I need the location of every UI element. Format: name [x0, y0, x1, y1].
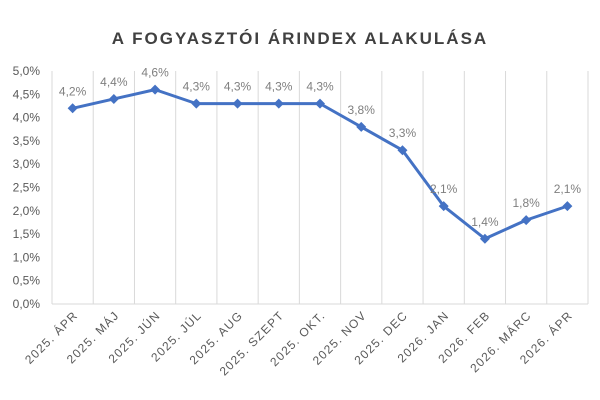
data-point-marker: [315, 98, 325, 109]
data-point-marker: [273, 98, 284, 109]
y-tick-label: 2,0%: [13, 204, 41, 218]
data-point-marker: [438, 201, 449, 212]
data-point-marker: [397, 145, 408, 156]
y-axis-ticks: 0,0% 0,5% 1,0% 1,5% 2,0% 2,5% 3,0% 3,5% 4,0% 4,5%…: [13, 64, 41, 311]
y-tick-label: 4,0%: [13, 111, 41, 125]
data-label: 4,2%: [59, 84, 87, 98]
data-label: 2,1%: [554, 182, 582, 196]
data-point-marker: [232, 98, 243, 109]
gridlines: [51, 71, 589, 304]
data-label: 3,8%: [348, 103, 376, 117]
data-label: 4,3%: [224, 80, 252, 94]
data-label: 1,4%: [471, 215, 499, 229]
data-label: 4,3%: [265, 80, 293, 94]
y-tick-label: 1,5%: [13, 227, 41, 241]
data-point-marker: [521, 215, 532, 226]
data-point-marker: [150, 84, 161, 95]
data-label: 1,8%: [512, 196, 540, 210]
y-tick-label: 5,0%: [13, 64, 41, 78]
y-tick-label: 1,0%: [13, 250, 41, 264]
y-tick-label: 3,0%: [13, 157, 41, 171]
y-tick-label: 0,0%: [13, 297, 41, 311]
series-layer: [67, 84, 573, 244]
data-label: 3,3%: [389, 126, 417, 140]
y-tick-label: 3,5%: [13, 134, 41, 148]
y-tick-label: 2,5%: [13, 181, 41, 195]
data-label: 4,4%: [100, 75, 128, 89]
data-label: 2,1%: [430, 182, 458, 196]
data-point-marker: [67, 103, 78, 114]
y-tick-label: 4,5%: [13, 87, 41, 101]
chart-title: A FOGYASZTÓI ÁRINDEX ALAKULÁSA: [112, 29, 488, 48]
data-point-marker: [108, 93, 119, 104]
data-point-marker: [356, 121, 367, 132]
data-point-marker: [479, 233, 490, 244]
data-label: 4,6%: [141, 66, 169, 80]
data-point-marker: [191, 98, 202, 109]
data-labels: 4,2% 4,4% 4,6% 4,3% 4,3% 4,3% 4,3% 3,8% 3,3% 2,1%…: [59, 66, 581, 229]
data-point-marker: [562, 201, 573, 212]
y-tick-label: 0,5%: [13, 274, 41, 288]
data-label: 4,3%: [183, 80, 211, 94]
data-label: 4,3%: [306, 80, 334, 94]
